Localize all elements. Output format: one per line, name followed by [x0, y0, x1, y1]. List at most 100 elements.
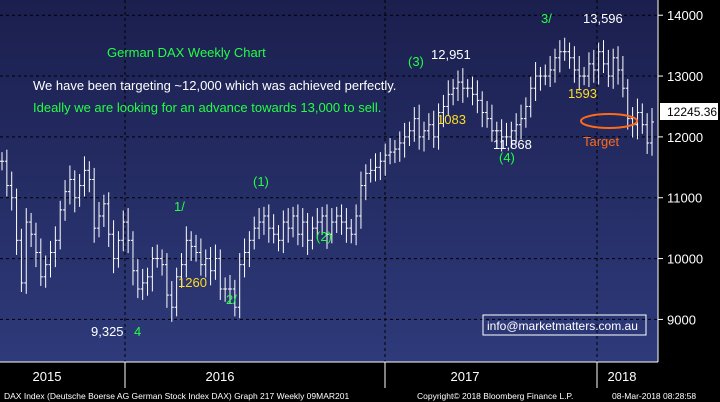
commentary-line-2: Ideally we are looking for an advance to… — [33, 100, 381, 115]
ohlc-bar — [252, 216, 257, 250]
ohlc-bar — [126, 208, 131, 254]
ohlc-bar — [480, 91, 485, 128]
ohlc-bar — [431, 110, 436, 148]
ohlc-bar — [562, 37, 567, 61]
ohlc-bar — [223, 277, 228, 302]
ohlc-bar — [373, 153, 378, 182]
target-ellipse — [580, 113, 638, 129]
ohlc-bar — [586, 52, 591, 88]
ohlc-bar — [130, 231, 135, 286]
ohlc-bar — [635, 98, 640, 140]
wave-label-paren-3: (3) — [408, 54, 424, 69]
footer-background — [0, 388, 720, 402]
ohlc-bar — [334, 206, 339, 234]
footer-center: Copyright© 2018 Bloomberg Finance L.P. — [417, 391, 573, 401]
ohlc-bar — [97, 201, 102, 238]
ohlc-bar — [4, 149, 9, 197]
x-tick-label: 2016 — [206, 369, 235, 384]
ohlc-bar — [504, 122, 509, 147]
contact-box — [482, 314, 647, 336]
y-tick-label: 11000 — [667, 191, 702, 206]
ohlc-bar — [92, 167, 97, 243]
ohlc-bar — [315, 208, 320, 240]
ohlc-bar — [276, 225, 281, 252]
ohlc-bar — [485, 100, 490, 128]
plot-background — [0, 0, 658, 362]
ohlc-bar — [203, 249, 208, 278]
price-label-11868: 11,868 — [493, 137, 532, 152]
ohlc-bar — [451, 79, 456, 106]
ohlc-bar — [174, 267, 179, 317]
ohlc-bar — [227, 274, 232, 304]
wave-label-paren-2: (2) — [316, 229, 332, 244]
last-price-box — [660, 103, 718, 120]
ohlc-bar — [339, 204, 344, 235]
ohlc-bar — [19, 228, 24, 293]
footer-right: 08-Mar-2018 08:28:58 — [612, 391, 696, 401]
ohlc-bar — [596, 42, 601, 85]
ohlc-bar — [349, 219, 354, 244]
contact-email: info@marketmatters.com.au — [487, 319, 638, 333]
target-label: Target — [583, 134, 620, 149]
ohlc-bar — [121, 210, 126, 252]
ohlc-bar — [441, 94, 446, 128]
last-price-label: 12245.36 — [667, 105, 717, 119]
ohlc-bar — [397, 131, 402, 162]
ohlc-bar — [528, 76, 533, 118]
ohlc-bar — [63, 180, 68, 221]
ohlc-bar — [189, 231, 194, 262]
ohlc-bar — [140, 268, 145, 300]
y-tick-label: 14000 — [667, 8, 703, 23]
ohlc-bar — [169, 281, 174, 322]
ohlc-bar — [392, 139, 397, 164]
ohlc-bar — [567, 42, 572, 69]
right-axis-background — [658, 0, 720, 362]
ohlc-bar — [519, 104, 524, 140]
ohlc-bar — [552, 48, 557, 83]
ohlc-bar — [514, 113, 519, 144]
ohlc-bar — [135, 259, 140, 299]
ohlc-bar — [77, 174, 82, 207]
ohlc-bar — [155, 244, 160, 268]
ohlc-bar — [213, 244, 218, 280]
ohlc-bar — [470, 76, 475, 106]
ohlc-bar — [295, 204, 300, 246]
y-tick-label: 10000 — [667, 252, 703, 267]
ohlc-bar — [402, 122, 407, 158]
ohlc-bar — [616, 46, 621, 85]
y-tick-label: 12000 — [667, 130, 703, 145]
ohlc-bar — [509, 121, 514, 148]
ohlc-bar — [320, 206, 325, 235]
ohlc-bar — [354, 204, 359, 246]
ohlc-bar — [257, 208, 262, 240]
ohlc-bar — [14, 188, 19, 255]
ohlc-bar — [218, 249, 223, 300]
ohlc-bar — [499, 119, 504, 152]
x-axis: 2015 2016 2017 2018 — [0, 361, 658, 388]
x-tick-label: 2017 — [451, 369, 480, 384]
wave-label-3: 3/ — [541, 11, 552, 26]
ohlc-bar — [557, 40, 562, 73]
y-axis: 14000 13000 12000 11000 10000 9000 — [657, 0, 703, 362]
ohlc-bar — [494, 121, 499, 144]
ohlc-bar — [310, 216, 315, 250]
ohlc-bar — [475, 80, 480, 114]
ohlc-bar — [33, 222, 38, 268]
ohlc-bar — [368, 158, 373, 183]
ohlc-bar — [344, 208, 349, 243]
ohlc-bar — [543, 64, 548, 86]
chart-title: German DAX Weekly Chart — [107, 45, 266, 60]
ohlc-bar — [101, 194, 106, 227]
ohlc-bar — [150, 247, 155, 292]
ohlc-bar — [237, 253, 242, 319]
ohlc-bar — [577, 55, 582, 91]
ohlc-bar — [460, 68, 465, 103]
ohlc-bar — [286, 208, 291, 243]
ohlc-bar — [650, 107, 654, 156]
ohlc-bar — [198, 238, 203, 276]
ohlc-bar — [422, 121, 427, 152]
ohlc-bar — [625, 79, 630, 130]
ohlc-bar — [538, 66, 543, 91]
ohlc-bar — [9, 171, 14, 211]
ohlc-bar — [446, 80, 451, 116]
